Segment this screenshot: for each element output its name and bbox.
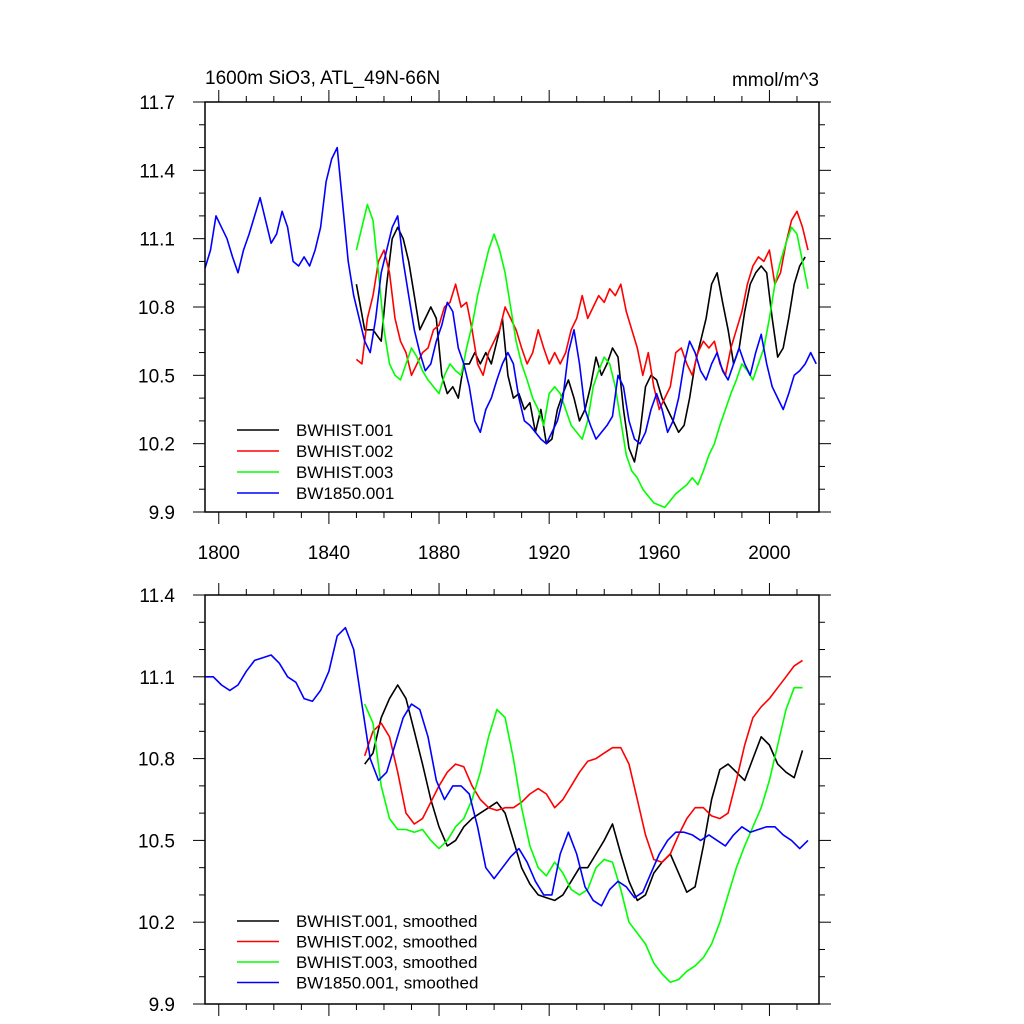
bottom-series-line-3 [363,686,803,984]
bottom-y-tick-label: 11.1 [139,668,175,689]
top-series-line-2 [355,210,809,411]
top-y-tick-label: 9.9 [149,503,175,524]
top-legend-label-1: BWHIST.001 [296,421,393,440]
top-series-line-4 [204,146,817,445]
top-y-tick-label: 11.7 [139,93,175,114]
top-y-tick-label: 10.8 [138,298,175,319]
top-x-tick-label: 1840 [308,543,350,564]
top-legend-label-3: BWHIST.003 [296,463,393,482]
top-title-left: 1600m SiO3, ATL_49N-66N [205,68,440,89]
bottom-legend-label-1: BWHIST.001, smoothed [296,912,477,931]
bottom-y-tick-label: 9.9 [149,995,175,1016]
bottom-legend-label-4: BW1850.001, smoothed [296,974,478,993]
bottom-series-lines [205,626,809,984]
bottom-series-line-4 [205,626,809,907]
top-legend-label-2: BWHIST.002 [296,442,393,461]
top-panel: 9.9 10.2 10.5 10.8 11.1 11.4 11.7 1800 1840 1880… [138,68,831,564]
top-y-tick-labels: 9.9 10.2 10.5 10.8 11.1 11.4 11.7 [138,93,175,524]
top-y-tick-label: 11.4 [139,161,175,182]
bottom-y-tick-label: 10.5 [138,831,175,852]
top-x-tick-label: 1880 [418,543,460,564]
top-x-tick-label: 1960 [638,543,680,564]
top-series-lines [204,146,817,509]
top-y-tick-label: 10.5 [138,366,175,387]
top-x-tick-label: 1920 [528,543,570,564]
bottom-y-tick-label: 10.8 [138,750,175,771]
bottom-axis-ticks [193,583,831,1016]
top-x-tick-labels: 1800 1840 1880 1920 1960 2000 [198,543,791,564]
bottom-y-tick-labels: 9.9 10.2 10.5 10.8 11.1 11.4 [138,586,175,1016]
bottom-y-tick-label: 11.4 [139,586,175,607]
top-x-tick-label: 2000 [748,543,790,564]
top-y-tick-label: 10.2 [138,435,175,456]
bottom-legend: BWHIST.001, smoothed BWHIST.002, smoothed… [237,912,478,993]
bottom-panel: 9.9 10.2 10.5 10.8 11.1 11.4 BWHIST.001, smoo… [138,583,831,1016]
top-legend-label-4: BW1850.001 [296,484,394,503]
top-y-tick-label: 11.1 [139,230,175,251]
bottom-legend-label-2: BWHIST.002, smoothed [296,933,477,952]
bottom-y-tick-label: 10.2 [138,913,175,934]
bottom-series-line-1 [364,684,804,902]
top-title-right: mmol/m^3 [732,70,819,91]
top-legend: BWHIST.001 BWHIST.002 BWHIST.003 BW1850.001 [237,421,394,503]
top-series-line-1 [355,226,806,463]
bottom-legend-label-3: BWHIST.003, smoothed [296,953,477,972]
bottom-series-line-2 [363,659,803,864]
top-axis-ticks [193,90,831,524]
bottom-plot-frame [204,594,820,1005]
top-x-tick-label: 1800 [198,543,240,564]
top-series-line-3 [355,203,809,509]
